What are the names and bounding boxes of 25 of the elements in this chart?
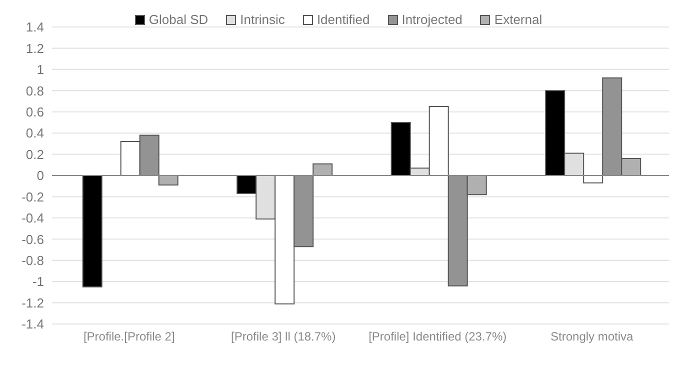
- legend-label: Intrinsic: [240, 12, 285, 27]
- y-tick-label: 1: [36, 62, 44, 78]
- y-tick-label: -0.4: [22, 210, 44, 226]
- y-tick-label: 0.8: [26, 83, 44, 98]
- legend-label: Introjected: [402, 12, 462, 27]
- x-tick-label: [Profile 3] ll (18.7%): [231, 330, 336, 344]
- legend-label: External: [494, 12, 542, 27]
- y-tick-label: -0.6: [22, 232, 44, 247]
- y-tick-label: 0.4: [26, 126, 44, 141]
- y-tick-label: 0.2: [26, 146, 44, 162]
- y-tick-label: -1: [32, 274, 44, 290]
- x-tick-label: [Profile] Identified (23.7%): [368, 330, 507, 344]
- y-tick-label: -0.8: [22, 252, 44, 268]
- y-tick-label: 1.2: [26, 40, 44, 56]
- y-tick-label: 1.4: [26, 20, 44, 35]
- y-tick-label: -0.2: [22, 189, 44, 204]
- bar: [82, 175, 102, 288]
- y-tick-label: -1.4: [22, 316, 44, 332]
- x-tick-label: [Profile.[Profile 2]: [83, 330, 175, 344]
- y-tick-label: -1.2: [22, 295, 44, 310]
- y-tick-label: 0.6: [26, 104, 44, 120]
- legend-label: Global SD: [148, 12, 208, 27]
- legend-label: Identified: [316, 12, 370, 27]
- y-tick-label: 0: [36, 168, 44, 184]
- x-tick-label: Strongly motiva: [550, 330, 634, 344]
